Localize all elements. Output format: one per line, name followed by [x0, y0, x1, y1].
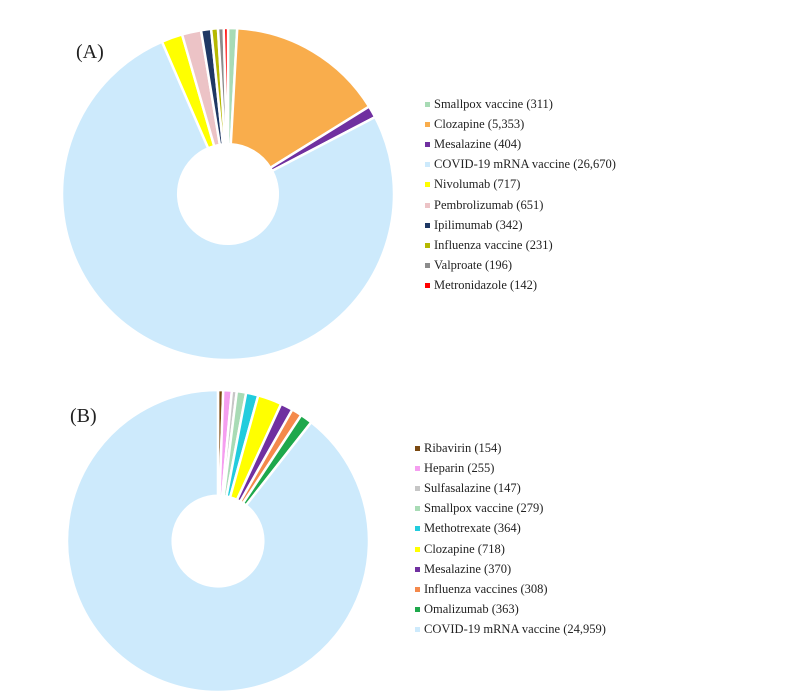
- legend-swatch: [415, 566, 420, 572]
- legend-label: Mesalazine (404): [434, 136, 522, 151]
- legend-item-ribavirin: Ribavirin (154): [415, 438, 606, 458]
- donut-chart-a: [60, 26, 396, 362]
- legend-item-methotrexate: Methotrexate (364): [415, 519, 606, 539]
- chart-a: (A) Smallpox vaccine (311) Clozapine (5,3…: [60, 26, 616, 362]
- legend-b: Ribavirin (154) Heparin (255) Sulfasalazin…: [415, 438, 606, 640]
- legend-item-mesalazine: Mesalazine (404): [425, 134, 616, 154]
- legend-swatch: [415, 506, 420, 512]
- slice-covid-19-mrna-vaccine: [65, 388, 371, 694]
- legend-label: Clozapine (5,353): [434, 116, 525, 131]
- legend-label: Influenza vaccines (308): [424, 581, 548, 596]
- chart-b: (B) Ribavirin (154) Heparin (255) Sulfasal…: [0, 370, 799, 696]
- legend-label: COVID-19 mRNA vaccine (24,959): [424, 622, 606, 637]
- legend-item-heparin: Heparin (255): [415, 458, 606, 478]
- legend-item-covid-19-mrna-vaccine: COVID-19 mRNA vaccine (24,959): [415, 620, 606, 640]
- legend-swatch: [415, 586, 420, 592]
- legend-label: Valproate (196): [434, 258, 513, 273]
- legend-item-clozapine: Clozapine (718): [415, 539, 606, 559]
- legend-swatch: [415, 546, 420, 552]
- legend-swatch: [425, 263, 430, 269]
- legend-swatch: [425, 202, 430, 208]
- donut-chart-b: [65, 388, 371, 694]
- legend-label: Methotrexate (364): [424, 521, 521, 536]
- legend-label: Sulfasalazine (147): [424, 480, 521, 495]
- legend-label: Pembrolizumab (651): [434, 197, 544, 212]
- legend-label: Heparin (255): [424, 460, 495, 475]
- legend-swatch: [415, 526, 420, 532]
- slice-covid-19-mrna-vaccine: [60, 40, 396, 362]
- legend-item-pembrolizumab: Pembrolizumab (651): [425, 195, 616, 215]
- legend-swatch: [425, 101, 430, 107]
- legend-swatch: [415, 607, 420, 613]
- legend-swatch: [425, 222, 430, 228]
- panel-label-a: (A): [76, 41, 104, 63]
- legend-a: Smallpox vaccine (311) Clozapine (5,353) M…: [425, 94, 616, 296]
- legend-item-sulfasalazine: Sulfasalazine (147): [415, 478, 606, 498]
- legend-swatch: [425, 121, 430, 127]
- legend-item-nivolumab: Nivolumab (717): [425, 175, 616, 195]
- legend-swatch: [415, 445, 420, 451]
- legend-swatch: [415, 627, 420, 633]
- legend-label: Influenza vaccine (231): [434, 237, 553, 252]
- legend-label: Ipilimumab (342): [434, 217, 523, 232]
- legend-item-smallpox-vaccine: Smallpox vaccine (279): [415, 499, 606, 519]
- legend-swatch: [425, 162, 430, 168]
- legend-item-smallpox-vaccine: Smallpox vaccine (311): [425, 94, 616, 114]
- legend-label: Mesalazine (370): [424, 561, 512, 576]
- legend-label: Omalizumab (363): [424, 602, 519, 617]
- legend-item-metronidazole: Metronidazole (142): [425, 276, 616, 296]
- panel-label-b: (B): [70, 405, 97, 427]
- legend-label: Nivolumab (717): [434, 177, 521, 192]
- legend-label: Smallpox vaccine (279): [424, 501, 544, 516]
- legend-item-influenza-vaccine: Influenza vaccine (231): [425, 235, 616, 255]
- legend-item-clozapine: Clozapine (5,353): [425, 114, 616, 134]
- legend-swatch: [415, 465, 420, 471]
- legend-swatch: [425, 182, 430, 188]
- legend-swatch: [425, 283, 430, 289]
- legend-item-valproate: Valproate (196): [425, 256, 616, 276]
- legend-item-mesalazine: Mesalazine (370): [415, 559, 606, 579]
- legend-swatch: [425, 242, 430, 248]
- legend-label: COVID-19 mRNA vaccine (26,670): [434, 157, 616, 172]
- legend-swatch: [415, 485, 420, 491]
- legend-label: Smallpox vaccine (311): [434, 96, 553, 111]
- slice-clozapine: [229, 27, 371, 170]
- legend-item-ipilimumab: Ipilimumab (342): [425, 215, 616, 235]
- legend-item-influenza-vaccines: Influenza vaccines (308): [415, 579, 606, 599]
- slice-metronidazole: [222, 26, 230, 146]
- legend-swatch: [425, 141, 430, 147]
- legend-label: Ribavirin (154): [424, 440, 502, 455]
- legend-item-covid-19-mrna-vaccine: COVID-19 mRNA vaccine (26,670): [425, 155, 616, 175]
- legend-label: Metronidazole (142): [434, 278, 538, 293]
- legend-item-omalizumab: Omalizumab (363): [415, 600, 606, 620]
- legend-label: Clozapine (718): [424, 541, 505, 556]
